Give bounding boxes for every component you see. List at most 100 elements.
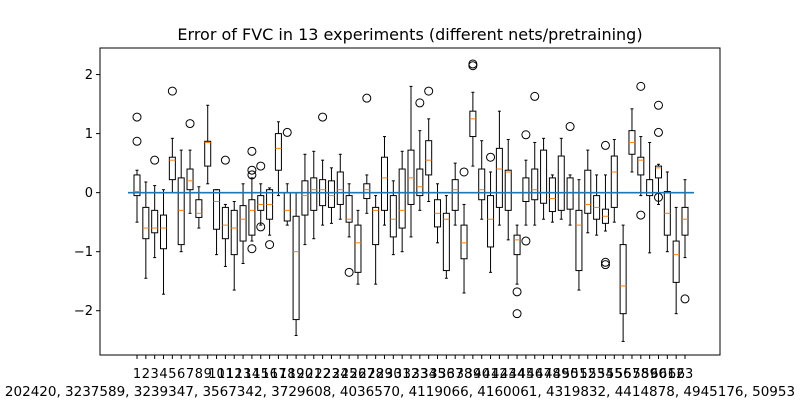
box xyxy=(398,168,406,229)
outlier-point xyxy=(247,170,257,180)
x-tick-label: 38 xyxy=(456,367,473,382)
outlier-point xyxy=(565,122,575,132)
box xyxy=(495,147,503,208)
x-tick-label: 25 xyxy=(341,367,358,382)
x-tick-label: 31 xyxy=(394,367,411,382)
box xyxy=(460,224,468,260)
box xyxy=(566,177,574,210)
y-tick-label: 0 xyxy=(85,186,93,201)
box xyxy=(142,206,150,240)
x-tick-label: 60 xyxy=(650,367,667,382)
x-tick-label: 21 xyxy=(306,367,323,382)
outlier-point xyxy=(653,100,663,110)
x-tick-label: 61 xyxy=(659,367,676,382)
box xyxy=(221,206,229,240)
outlier-point xyxy=(132,136,142,146)
outlier-point xyxy=(530,91,540,101)
box xyxy=(407,149,415,205)
x-tick-label: 36 xyxy=(438,367,455,382)
x-tick-label: 42 xyxy=(491,367,508,382)
outlier-point xyxy=(344,267,354,277)
x-tick-label: 13 xyxy=(235,367,252,382)
outlier-point xyxy=(468,61,478,71)
box xyxy=(336,171,344,205)
box xyxy=(557,155,565,211)
x-tick-label: 27 xyxy=(359,367,376,382)
box xyxy=(310,177,318,211)
x-tick-label: 20 xyxy=(297,367,314,382)
x-tick-label: 30 xyxy=(385,367,402,382)
x-tick-label: 55 xyxy=(606,367,623,382)
outlier-point xyxy=(512,287,522,297)
x-tick-label: 8 xyxy=(195,367,203,382)
x-tick-label: 19 xyxy=(288,367,305,382)
x-tick-label: 37 xyxy=(447,367,464,382)
x-tick-label: 48 xyxy=(544,367,561,382)
box xyxy=(654,165,662,179)
x-tick-label: 23 xyxy=(323,367,340,382)
outlier-point xyxy=(247,244,257,254)
outlier-point xyxy=(132,112,142,122)
outlier-point xyxy=(468,59,478,69)
x-tick-label: 16 xyxy=(261,367,278,382)
x-tick-label: 54 xyxy=(597,367,614,382)
outlier-point xyxy=(600,257,610,267)
x-tick-label: 49 xyxy=(553,367,570,382)
x-tick-label: 12 xyxy=(226,367,243,382)
outlier-point xyxy=(459,167,469,177)
box xyxy=(584,169,592,214)
box xyxy=(257,195,265,211)
box xyxy=(195,199,203,218)
outlier-point xyxy=(167,86,177,96)
box xyxy=(610,155,618,208)
x-tick-label: 1 xyxy=(133,367,141,382)
outlier-point xyxy=(150,155,160,165)
outlier-point xyxy=(521,130,531,140)
x-tick-label: 7 xyxy=(186,367,194,382)
y-tick-label: −1 xyxy=(74,245,93,260)
box xyxy=(151,209,159,234)
outlier-point xyxy=(256,222,266,232)
outlier-point xyxy=(415,98,425,108)
outlier-point xyxy=(486,152,496,162)
y-tick-label: 2 xyxy=(85,68,93,83)
x-tick-label: 62 xyxy=(668,367,685,382)
x-axis-label: 202420, 3237589, 3239347, 3567342, 37296… xyxy=(5,384,795,400)
box xyxy=(637,156,645,176)
box xyxy=(133,174,141,197)
x-tick-label: 22 xyxy=(314,367,331,382)
x-tick-label: 29 xyxy=(376,367,393,382)
box xyxy=(363,183,371,200)
outlier-point xyxy=(653,127,663,137)
box xyxy=(522,177,530,202)
x-tick-label: 6 xyxy=(177,367,185,382)
x-tick-label: 15 xyxy=(252,367,269,382)
box xyxy=(239,205,247,242)
box xyxy=(451,179,459,211)
x-tick-label: 45 xyxy=(518,367,535,382)
box xyxy=(646,179,654,197)
outlier-point xyxy=(424,86,434,96)
box xyxy=(168,156,176,181)
outlier-point xyxy=(680,294,690,304)
box xyxy=(372,206,380,246)
box xyxy=(274,133,282,171)
box xyxy=(186,168,194,191)
x-tick-label: 2 xyxy=(142,367,150,382)
box xyxy=(575,209,583,272)
x-tick-label: 5 xyxy=(168,367,176,382)
x-tick-label: 41 xyxy=(482,367,499,382)
outlier-point xyxy=(185,119,195,129)
box xyxy=(548,177,556,213)
box xyxy=(513,234,521,256)
x-tick-label: 46 xyxy=(526,367,543,382)
y-tick-label: 1 xyxy=(85,127,93,142)
x-tick-label: 39 xyxy=(465,367,482,382)
outlier-point xyxy=(512,309,522,319)
x-tick-label: 50 xyxy=(562,367,579,382)
x-tick-label: 18 xyxy=(279,367,296,382)
box xyxy=(248,199,256,236)
box xyxy=(425,140,433,176)
x-tick-label: 40 xyxy=(473,367,490,382)
